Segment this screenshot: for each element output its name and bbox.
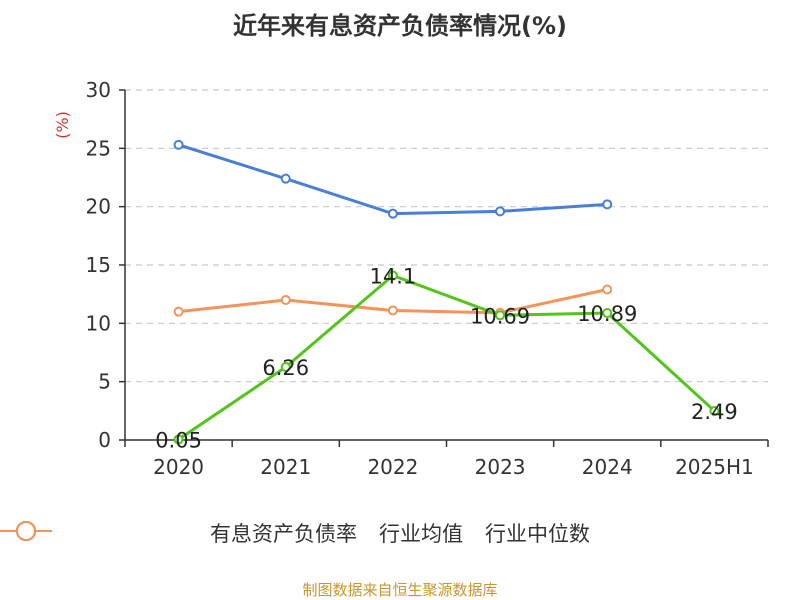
data-label: 6.26 xyxy=(262,356,309,380)
x-tick-label: 2020 xyxy=(153,455,204,479)
y-tick-label: 25 xyxy=(86,136,111,160)
data-label: 10.69 xyxy=(470,304,530,328)
series-point-0 xyxy=(709,405,720,416)
series-point-1 xyxy=(602,199,613,210)
y-tick-label: 30 xyxy=(86,78,111,102)
data-label: 10.89 xyxy=(577,302,637,326)
series-point-1 xyxy=(387,208,398,219)
series-point-2 xyxy=(602,284,613,295)
y-tick-label: 10 xyxy=(86,311,111,335)
legend: 有息资产负债率 行业均值 行业中位数 xyxy=(0,518,800,548)
series-point-0 xyxy=(173,434,184,445)
legend-item-series-1[interactable]: 行业均值 xyxy=(0,518,463,548)
x-tick-label: 2021 xyxy=(260,455,311,479)
series-point-2 xyxy=(173,306,184,317)
legend-swatch-icon xyxy=(0,521,52,541)
legend-item-series-0[interactable]: 有息资产负债率 xyxy=(0,518,357,548)
series-point-0 xyxy=(602,307,613,318)
x-tick-label: 2022 xyxy=(367,455,418,479)
x-tick-label: 2024 xyxy=(582,455,633,479)
series-point-1 xyxy=(495,206,506,217)
series-point-2 xyxy=(387,305,398,316)
y-tick-label: 20 xyxy=(86,195,111,219)
series-line-1 xyxy=(178,143,608,216)
legend-item-series-2[interactable]: 行业中位数 xyxy=(0,518,590,548)
chart-title: 近年来有息资产负债率情况(%) xyxy=(233,12,567,40)
series-point-1 xyxy=(280,173,291,184)
series-point-0 xyxy=(387,270,398,281)
series-point-0 xyxy=(280,361,291,372)
x-tick-label: 2025H1 xyxy=(675,455,754,479)
data-label: 14.1 xyxy=(370,265,417,289)
y-tick-label: 0 xyxy=(98,428,111,452)
series-point-0 xyxy=(495,310,506,321)
source-note: 制图数据来自恒生聚源数据库 xyxy=(302,581,498,599)
y-tick-label: 15 xyxy=(86,253,111,277)
legend-label: 行业中位数 xyxy=(485,522,590,546)
series-line-0 xyxy=(177,274,716,441)
data-label: 0.05 xyxy=(155,428,202,452)
x-tick-label: 2023 xyxy=(475,455,526,479)
legend-label: 行业均值 xyxy=(379,522,463,546)
series-point-2 xyxy=(280,295,291,305)
y-axis-unit-label: (%) xyxy=(53,111,72,139)
data-label: 2.49 xyxy=(691,400,738,424)
series-point-1 xyxy=(173,139,184,150)
y-tick-label: 5 xyxy=(98,370,111,394)
legend-label: 有息资产负债率 xyxy=(210,522,357,546)
